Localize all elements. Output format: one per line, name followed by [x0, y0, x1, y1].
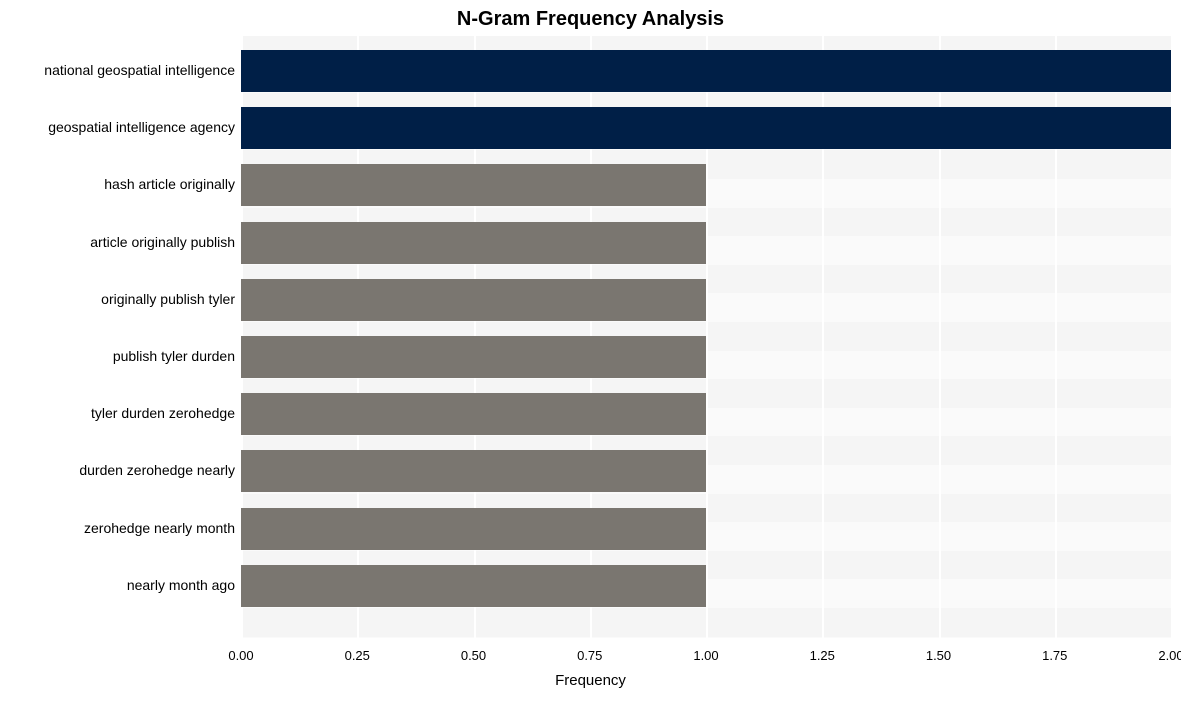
bar	[241, 279, 706, 321]
x-axis-tick: 0.00	[228, 648, 253, 663]
bar	[241, 107, 1171, 149]
y-axis-label: durden zerohedge nearly	[79, 462, 235, 478]
bar	[241, 450, 706, 492]
bar	[241, 164, 706, 206]
x-axis-tick: 1.25	[810, 648, 835, 663]
y-axis-label: article originally publish	[90, 234, 235, 250]
x-axis-tick: 1.75	[1042, 648, 1067, 663]
chart-container: N-Gram Frequency Analysis Frequency nati…	[0, 0, 1181, 701]
x-axis-tick: 0.25	[345, 648, 370, 663]
bar	[241, 508, 706, 550]
y-axis-label: publish tyler durden	[113, 348, 235, 364]
y-axis-label: geospatial intelligence agency	[48, 119, 235, 135]
x-axis-tick: 0.75	[577, 648, 602, 663]
bar	[241, 50, 1171, 92]
y-axis-label: tyler durden zerohedge	[91, 405, 235, 421]
x-axis-tick: 1.00	[693, 648, 718, 663]
y-axis-label: national geospatial intelligence	[44, 62, 235, 78]
chart-title: N-Gram Frequency Analysis	[0, 8, 1181, 31]
x-axis-tick: 1.50	[926, 648, 951, 663]
x-axis-tick: 0.50	[461, 648, 486, 663]
y-axis-label: zerohedge nearly month	[84, 520, 235, 536]
bar	[241, 565, 706, 607]
x-axis-tick: 2.00	[1158, 648, 1181, 663]
y-axis-label: nearly month ago	[127, 577, 235, 593]
bar	[241, 393, 706, 435]
plot-area	[241, 36, 1171, 638]
y-axis-label: hash article originally	[104, 176, 235, 192]
bar	[241, 336, 706, 378]
bar	[241, 222, 706, 264]
y-axis-label: originally publish tyler	[101, 291, 235, 307]
grid-line	[1171, 36, 1173, 638]
x-axis-label: Frequency	[0, 672, 1181, 689]
